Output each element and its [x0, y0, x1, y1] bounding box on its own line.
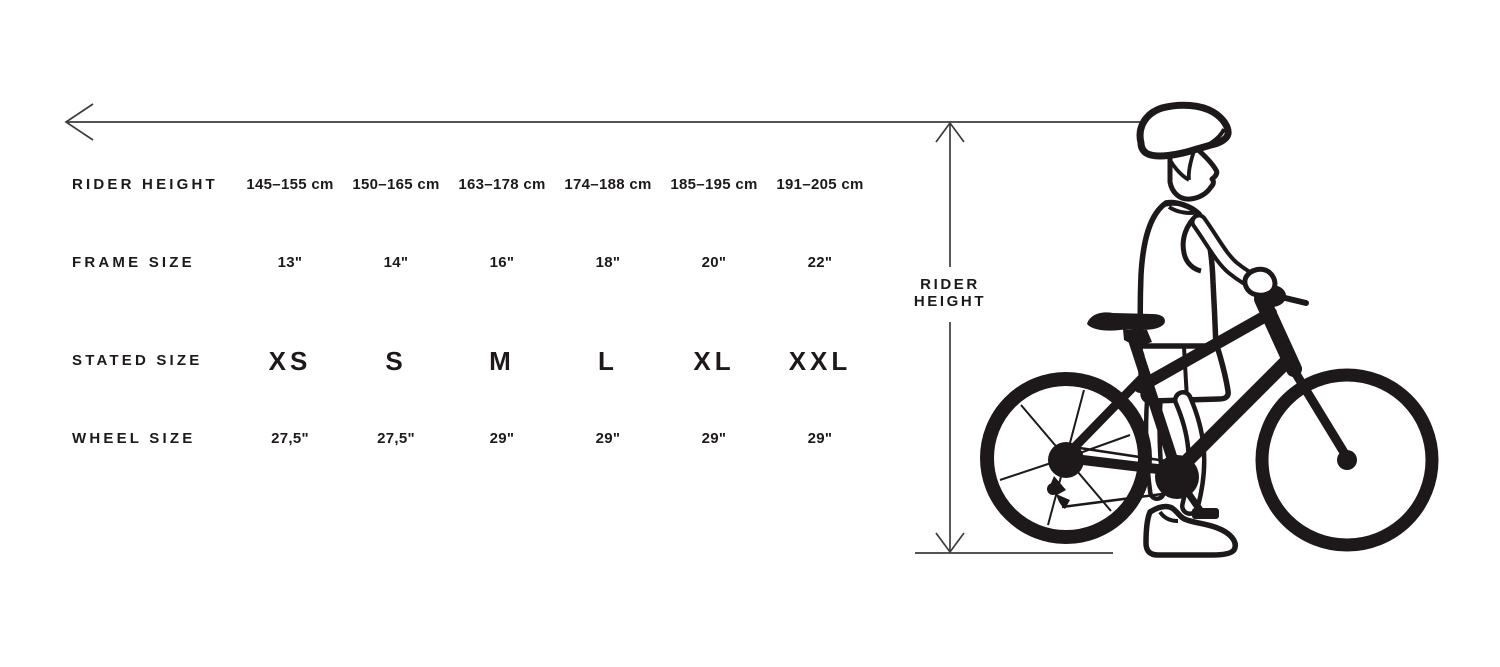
wheel-size-s: 27,5" — [377, 430, 415, 447]
frame-size-xl: 20" — [701, 254, 727, 271]
stated-size-s: S — [385, 346, 407, 376]
rider-sleeve-seam — [1180, 213, 1202, 274]
head-height-reference-line — [64, 103, 1140, 141]
rider-collar-line — [1167, 205, 1200, 215]
stated-size-xs: XS — [268, 346, 312, 376]
bike — [980, 282, 1439, 552]
frame-size-xs: 13" — [277, 254, 303, 271]
bike-saddle — [1087, 312, 1165, 359]
stated-size-xl: XL — [693, 346, 735, 376]
bike-crankset — [1155, 455, 1219, 519]
rider-height-s: 150–165 cm — [352, 176, 440, 193]
rider-neck-line — [1160, 201, 1187, 208]
rider-helmet-brim-line — [1205, 128, 1226, 148]
row-label-wheel-size: WHEEL SIZE — [72, 430, 196, 447]
row-label-rider-height: RIDER HEIGHT — [72, 176, 218, 193]
wheel-size-m: 29" — [489, 430, 515, 447]
wheel-size-xs: 27,5" — [271, 430, 309, 447]
frame-size-m: 16" — [489, 254, 515, 271]
rider-height-measure-label-line1: RIDER — [920, 276, 980, 293]
table-row-stated-size: STATED SIZE XS S M L XL XXL — [72, 344, 873, 378]
table-row-wheel-size: WHEEL SIZE 27,5" 27,5" 29" 29" 29" 29" — [72, 424, 873, 454]
wheel-size-l: 29" — [595, 430, 621, 447]
rider-height-xs: 145–155 cm — [246, 176, 334, 193]
rider-helmet-strap-back — [1165, 153, 1190, 182]
frame-size-xxl: 22" — [807, 254, 833, 271]
wheel-size-xl: 29" — [701, 430, 727, 447]
rider-shoe-tongue-line — [1158, 510, 1179, 523]
rider-helmet — [1136, 101, 1232, 160]
rider-height-measure-label-line2: HEIGHT — [913, 292, 987, 310]
rider-hand — [1242, 266, 1278, 298]
row-label-frame-size: FRAME SIZE — [72, 254, 195, 271]
frame-size-l: 18" — [595, 254, 621, 271]
stated-size-m: M — [489, 346, 515, 376]
rider-height-xxl: 191–205 cm — [776, 176, 864, 193]
rider-height-measure-label: RIDER HEIGHT — [895, 276, 1005, 310]
rider-height-l: 174–188 cm — [564, 176, 652, 193]
row-label-stated-size: STATED SIZE — [72, 352, 203, 369]
rider-front-parts — [1143, 266, 1278, 558]
table-row-frame-size: FRAME SIZE 13" 14" 16" 18" 20" 22" — [72, 248, 873, 278]
table-row-rider-height: RIDER HEIGHT 145–155 cm 150–165 cm 163–1… — [72, 170, 873, 200]
wheel-size-xxl: 29" — [807, 430, 833, 447]
rider-height-m: 163–178 cm — [458, 176, 546, 193]
rider-height-xl: 185–195 cm — [670, 176, 758, 193]
bike-frame — [1061, 291, 1353, 477]
frame-size-s: 14" — [383, 254, 409, 271]
stated-size-xxl: XXL — [788, 346, 852, 376]
stated-size-l: L — [598, 346, 618, 376]
rider-height-arrow — [935, 121, 965, 554]
